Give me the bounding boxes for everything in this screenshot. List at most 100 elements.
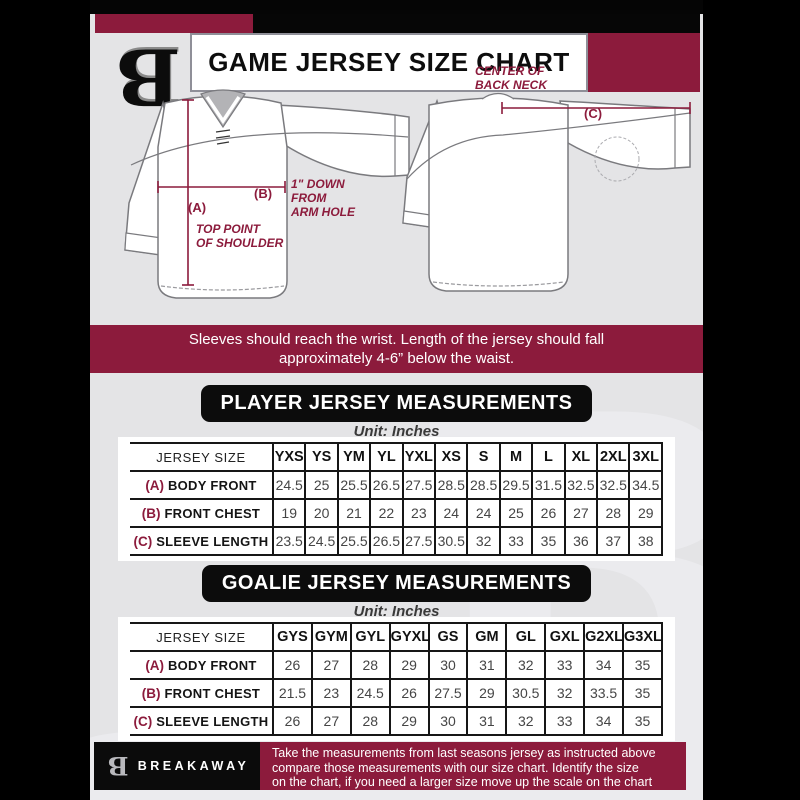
collar: [200, 89, 246, 129]
measurement-value-cell: 26: [388, 678, 430, 708]
table-row: (B) FRONT CHEST 19 20 21 22 23 24 24 25 26 27 28 29: [130, 498, 663, 528]
row-label-cell: (C) SLEEVE LENGTH: [130, 706, 274, 736]
size-column-header: YL: [369, 442, 404, 472]
measurement-value-cell: 20: [304, 498, 339, 528]
measurement-value-cell: 27.5: [401, 526, 437, 556]
fit-note-banner: Sleeves should reach the wrist. Length o…: [90, 325, 703, 373]
row-label-cell: (A) BODY FRONT: [130, 650, 274, 680]
measurement-value-cell: 31.5: [531, 470, 566, 500]
measurement-value-cell: 29: [628, 498, 663, 528]
measurement-value-cell: 27: [563, 498, 599, 528]
measurement-value-cell: 36: [563, 526, 599, 556]
measurement-value-cell: 32: [505, 650, 547, 680]
size-column-header: GYM: [310, 622, 352, 652]
title-box: GAME JERSEY SIZE CHART: [190, 33, 588, 92]
fit-note-line2: approximately 4-6” below the waist.: [278, 350, 515, 367]
table-row: (C) SLEEVE LENGTH 23.5 24.5 25.5 26.5 27.5 30.…: [130, 526, 663, 556]
table-row: (B) FRONT CHEST 21.5 23 24.5 26 27.5 29 30.5 32 3…: [130, 678, 663, 708]
measurement-value-cell: 29: [388, 650, 430, 680]
measurement-value-cell: 32: [544, 678, 586, 708]
measurement-value-cell: 32: [505, 706, 547, 736]
measurement-value-cell: 31: [466, 706, 508, 736]
goalie-size-table: JERSEY SIZE GYS GYM GYL GYXL GS GM GL GXL G2XL G3X…: [118, 617, 675, 741]
elbow-seam: [594, 136, 640, 182]
measurement-value-cell: 34: [583, 706, 625, 736]
measurement-value-cell: 34: [583, 650, 625, 680]
measurement-value-cell: 30: [427, 650, 469, 680]
table-row: (A) BODY FRONT 26 27 28 29 30 31 32 33 34 35: [130, 650, 663, 680]
measurement-value-cell: 35: [622, 706, 663, 736]
size-column-header: S: [466, 442, 501, 472]
measurement-value-cell: 24: [434, 498, 469, 528]
size-column-header: 3XL: [628, 442, 663, 472]
size-column-header: YXL: [401, 442, 437, 472]
measurement-lines: [157, 99, 691, 286]
svg-text:B: B: [107, 751, 128, 780]
size-column-header: GYS: [272, 622, 313, 652]
measurement-value-cell: 28: [349, 650, 391, 680]
measurement-value-cell: 34.5: [628, 470, 663, 500]
measurement-value-cell: 35: [622, 650, 663, 680]
measurement-value-cell: 29: [388, 706, 430, 736]
header-black-bar: [253, 14, 700, 33]
measurement-value-cell: 24.5: [304, 526, 339, 556]
back-neck: [481, 92, 515, 100]
measurement-value-cell: 29: [466, 678, 508, 708]
measurement-value-cell: 30: [427, 706, 469, 736]
measurement-value-cell: 28: [349, 706, 391, 736]
measurement-value-cell: 29.5: [498, 470, 534, 500]
size-column-header: G2XL: [583, 622, 625, 652]
size-chart-sheet: B GAME JERSEY SIZE CHART B B: [90, 0, 703, 800]
measure-a-note: TOP POINT OF SHOULDER: [196, 222, 284, 250]
size-column-header: 2XL: [596, 442, 631, 472]
measurement-value-cell: 24.5: [271, 470, 307, 500]
row-label-cell: (B) FRONT CHEST: [130, 498, 274, 528]
measurement-value-cell: 19: [271, 498, 307, 528]
measurement-value-cell: 32.5: [563, 470, 599, 500]
size-column-header: M: [498, 442, 534, 472]
measurement-value-cell: 23.5: [271, 526, 307, 556]
laces: [215, 129, 231, 145]
size-column-header: XL: [563, 442, 599, 472]
size-column-header: GS: [427, 622, 469, 652]
measurement-value-cell: 25: [304, 470, 339, 500]
measurement-value-cell: 25.5: [336, 470, 372, 500]
measurement-value-cell: 21.5: [272, 678, 313, 708]
row-label-cell: (A) BODY FRONT: [130, 470, 274, 500]
measurement-value-cell: 25: [498, 498, 534, 528]
measurement-value-cell: 26.5: [369, 526, 404, 556]
back-jersey-drawing: [402, 92, 691, 292]
measurement-value-cell: 28.5: [466, 470, 501, 500]
size-column-header: GXL: [544, 622, 586, 652]
measurement-value-cell: 33: [498, 526, 534, 556]
measure-b-note: 1" DOWN FROM ARM HOLE: [291, 177, 355, 219]
size-column-header: G3XL: [622, 622, 663, 652]
measurement-value-cell: 27: [310, 650, 352, 680]
measurement-value-cell: 31: [466, 650, 508, 680]
fit-note-line1: Sleeves should reach the wrist. Length o…: [188, 331, 605, 348]
measurement-value-cell: 32: [466, 526, 501, 556]
jersey-diagram: [124, 89, 691, 299]
row-label-cell: (B) FRONT CHEST: [130, 678, 274, 708]
size-column-header: L: [531, 442, 566, 472]
measurement-value-cell: 23: [401, 498, 437, 528]
measurement-value-cell: 33.5: [583, 678, 625, 708]
measurement-value-cell: 30.5: [434, 526, 469, 556]
player-section-title: PLAYER JERSEY MEASUREMENTS: [200, 385, 593, 422]
footer-brand-box: B BREAKAWAY: [94, 742, 260, 790]
player-unit-label: Unit: Inches: [353, 423, 440, 440]
measurement-value-cell: 25.5: [336, 526, 372, 556]
footer-brand-logo-icon: B: [107, 751, 128, 780]
measurement-value-cell: 28: [596, 498, 631, 528]
measurement-value-cell: 27.5: [427, 678, 469, 708]
footer-brand-name: BREAKAWAY: [137, 759, 250, 773]
header-maroon-bar: [95, 14, 253, 33]
measurement-value-cell: 26: [272, 706, 313, 736]
measurement-value-cell: 26: [531, 498, 566, 528]
measurement-value-cell: 23: [310, 678, 352, 708]
player-size-table: JERSEY SIZE YXS YS YM YL YXL XS S M L XL 2XL 3XL (A) …: [118, 437, 675, 561]
goalie-section-header: GOALIE JERSEY MEASUREMENTS: [90, 565, 703, 602]
measurement-value-cell: 26: [272, 650, 313, 680]
measurement-value-cell: 30.5: [505, 678, 547, 708]
size-column-header: GYXL: [388, 622, 430, 652]
